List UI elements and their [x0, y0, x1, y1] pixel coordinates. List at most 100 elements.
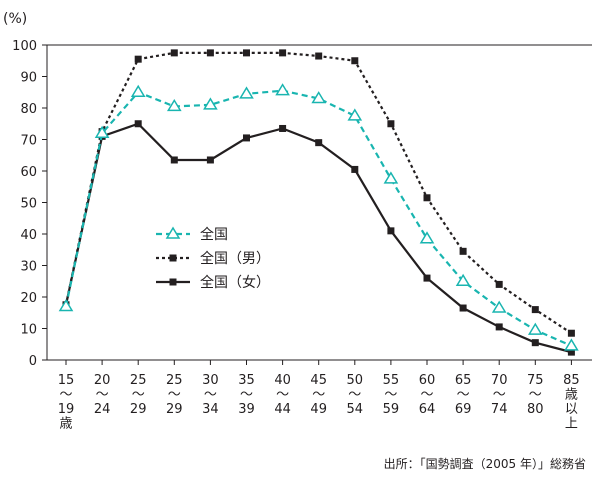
source-note: 出所：「国勢調査（2005 年）」総務省	[383, 457, 586, 471]
data-point	[459, 247, 467, 255]
x-tick-label-line: 35	[238, 373, 255, 388]
x-tick-label-line: 55	[383, 373, 400, 388]
x-tick-label: 20 〜 24	[94, 373, 111, 417]
x-tick-label-line: 〜	[240, 388, 253, 403]
data-point	[531, 339, 539, 347]
x-tick-label-line: 〜	[132, 388, 145, 403]
legend-label: 全国	[200, 226, 228, 243]
x-tick-label-line: 59	[383, 402, 400, 417]
data-point	[134, 120, 142, 128]
data-point	[94, 125, 110, 138]
x-tick-label-line: 歳	[59, 417, 72, 432]
x-tick-label-line: 30	[202, 373, 219, 388]
x-tick-label-line: 25	[166, 373, 183, 388]
y-tick-label: 40	[20, 228, 37, 243]
x-tick-label: 35 〜 39	[238, 373, 255, 417]
x-tick-label-line: 69	[455, 402, 472, 417]
x-tick-label-line: 80	[527, 402, 544, 417]
y-tick-label: 50	[20, 197, 37, 212]
x-tick-label-line: 64	[419, 402, 436, 417]
legend-item: 全国	[156, 226, 228, 243]
x-tick-label-line: 85	[563, 373, 580, 388]
y-tick-label: 0	[29, 354, 37, 369]
x-tick-label-line: 〜	[312, 388, 325, 403]
x-tick-label-line: 上	[565, 417, 578, 432]
data-point	[279, 49, 287, 57]
x-tick-label-line: 19	[58, 402, 75, 417]
y-tick-label: 10	[20, 323, 37, 338]
series-line	[64, 89, 572, 347]
x-tick-label-line: 60	[419, 373, 436, 388]
x-tick-label-line: 40	[274, 373, 291, 388]
x-tick-label: 15 〜 19 歳	[58, 373, 75, 432]
y-axis-ticks: 0 10 20 30 40 50 60 70 80 90 100	[12, 39, 47, 369]
data-point	[527, 322, 543, 335]
x-tick-label-line: 74	[491, 402, 508, 417]
x-tick-label: 85 歳以上	[563, 373, 580, 432]
data-point	[206, 156, 214, 164]
legend-marker-swatch	[165, 226, 181, 239]
x-tick-label-line: 50	[347, 373, 364, 388]
data-point	[419, 231, 435, 244]
x-tick-label: 55 〜 59	[383, 373, 400, 417]
x-tick-label-line: 45	[310, 373, 327, 388]
data-point	[279, 124, 287, 132]
data-point	[383, 171, 399, 184]
x-tick-label-line: 15	[58, 373, 75, 388]
x-tick-label: 25 〜 29	[130, 373, 147, 417]
data-point	[239, 86, 254, 99]
x-tick-label-line: 49	[310, 402, 327, 417]
y-axis-unit-label: (%)	[3, 11, 27, 27]
x-tick-label: 50 〜 54	[347, 373, 364, 417]
x-tick-label-line: 〜	[529, 388, 542, 403]
x-tick-label: 40 〜 44	[274, 373, 291, 417]
x-tick-label: 45 〜 49	[310, 373, 327, 417]
x-tick-label-line: 39	[238, 402, 255, 417]
data-point	[130, 84, 146, 97]
y-tick-label: 100	[12, 39, 37, 54]
y-tick-label: 30	[20, 260, 37, 275]
data-point	[387, 227, 395, 235]
data-point	[495, 323, 503, 331]
data-point	[170, 49, 178, 57]
data-point	[315, 139, 323, 147]
x-tick-label-line: 歳	[565, 388, 578, 403]
y-tick-label: 20	[20, 291, 37, 306]
y-tick-label: 80	[20, 102, 37, 117]
data-point	[564, 338, 579, 351]
x-tick-label-line: 34	[202, 402, 219, 417]
y-tick-label: 70	[20, 134, 37, 149]
data-point	[170, 156, 178, 164]
data-point	[567, 329, 575, 337]
data-point	[243, 49, 250, 57]
data-point	[134, 55, 142, 63]
x-tick-label-line: 〜	[59, 388, 72, 403]
x-tick-label-line: 以	[565, 402, 578, 417]
series-0	[58, 83, 579, 351]
y-tick-label: 60	[20, 165, 37, 180]
x-tick-label: 25 〜 29	[166, 373, 183, 417]
series-2	[62, 120, 575, 356]
axes	[46, 44, 592, 361]
data-point	[347, 108, 363, 121]
x-tick-label-line: 〜	[457, 388, 470, 403]
x-tick-label-line: 〜	[420, 388, 433, 403]
legend-label: 全国（男）	[200, 250, 270, 267]
x-tick-label-line: 65	[455, 373, 472, 388]
x-tick-label-line: 29	[166, 402, 183, 417]
x-tick-label-line: 〜	[348, 388, 361, 403]
legend-item: 全国（男）	[156, 250, 270, 267]
x-tick-label: 75 〜 80	[527, 373, 544, 417]
x-tick-label-line: 75	[527, 373, 544, 388]
data-point	[459, 304, 467, 312]
data-point	[58, 298, 74, 312]
data-point	[387, 120, 395, 128]
data-point	[351, 57, 359, 65]
x-tick-label-line: 〜	[276, 388, 289, 403]
x-tick-label-line: 〜	[493, 388, 506, 403]
data-point	[203, 97, 218, 110]
x-tick-label-line: 〜	[168, 388, 181, 403]
x-tick-label-line: 〜	[96, 388, 109, 403]
